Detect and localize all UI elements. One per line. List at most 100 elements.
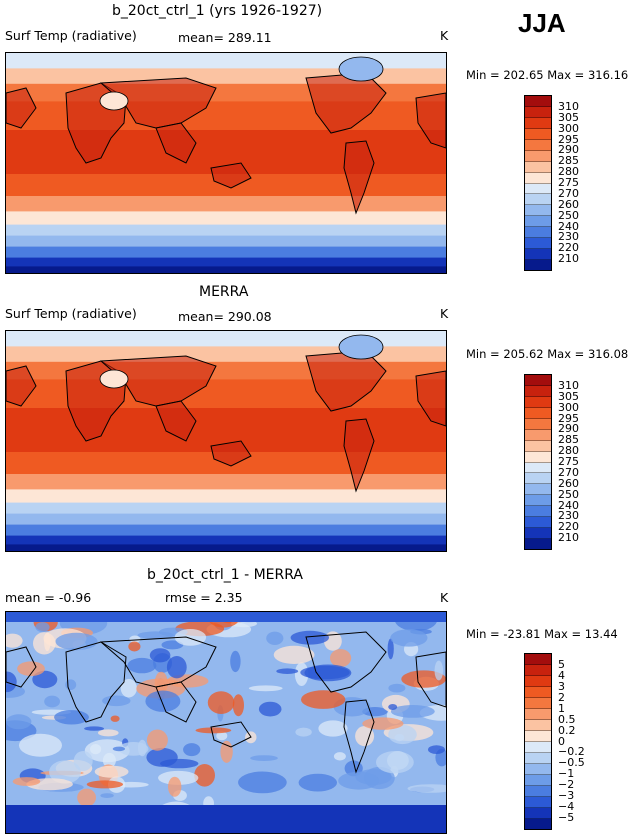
panel-2-title: MERRA (199, 284, 249, 300)
colorbar-tick-label: 210 (558, 252, 579, 266)
colorbar-tick-label: 295 (558, 132, 579, 146)
colorbar-tick-label: −1 (558, 767, 575, 781)
colorbar-swatch (525, 451, 551, 463)
colorbar-swatch (525, 216, 551, 228)
colorbar-tick-label: 5 (558, 657, 565, 671)
colorbar-swatch (525, 698, 551, 709)
colorbar-swatch (525, 753, 551, 764)
colorbar-swatch (525, 150, 551, 162)
colorbar-tick-label: 3 (558, 679, 565, 693)
colorbar-tick-label: 285 (558, 433, 579, 447)
colorbar-swatch (525, 396, 551, 408)
colorbar-swatch (525, 495, 551, 507)
colorbar-swatch (525, 385, 551, 397)
colorbar-tick-label: 240 (558, 219, 579, 233)
colorbar-swatch (525, 375, 551, 386)
panel-1-colorbar-labels: 310 305 300 295 290 285 280 275 270 260 250 240 230 2… (558, 95, 618, 269)
colorbar-tick-label: 280 (558, 165, 579, 179)
panel-2-colorbar (524, 374, 552, 550)
colorbar-swatch (525, 720, 551, 731)
colorbar-swatch (525, 183, 551, 195)
colorbar-tick-label: 305 (558, 389, 579, 403)
colorbar-swatch (525, 194, 551, 206)
colorbar-tick-label: 275 (558, 455, 579, 468)
colorbar-tick-label: 0.5 (558, 712, 576, 726)
colorbar-swatch (525, 808, 551, 819)
colorbar-tick-label: 0.2 (558, 723, 576, 737)
colorbar-swatch (525, 238, 551, 250)
colorbar-swatch (525, 172, 551, 184)
colorbar-tick-label: 300 (558, 121, 579, 135)
colorbar-tick-label: 250 (558, 487, 579, 501)
colorbar-tick-label: 220 (558, 520, 579, 534)
panel-2-colorbar-labels: 310 305 300 295 290 285 280 275 270 260 250 240 230 2… (558, 374, 618, 548)
panel-2-variable-label: Surf Temp (radiative) (5, 306, 137, 321)
colorbar-tick-label: 210 (558, 531, 579, 545)
colorbar-swatch (525, 539, 551, 549)
colorbar-tick-label: 295 (558, 411, 579, 425)
panel-3-mean-label: mean = -0.96 (5, 590, 92, 605)
panel-1-title: b_20ct_ctrl_1 (yrs 1926-1927) (112, 3, 323, 19)
colorbar-tick-label: 285 (558, 154, 579, 168)
colorbar-tick-label: 250 (558, 208, 579, 222)
panel-3-colorbar (524, 653, 552, 830)
colorbar-swatch (525, 764, 551, 775)
colorbar-swatch (525, 528, 551, 540)
colorbar-tick-label: 270 (558, 186, 579, 200)
colorbar-swatch (525, 462, 551, 474)
colorbar-swatch (525, 506, 551, 518)
colorbar-swatch (525, 786, 551, 797)
colorbar-swatch (525, 665, 551, 676)
colorbar-swatch (525, 654, 551, 665)
panel-3-minmax: Min = -23.81 Max = 13.44 (466, 627, 618, 641)
colorbar-tick-label: −3 (558, 789, 575, 803)
colorbar-swatch (525, 407, 551, 419)
colorbar-swatch (525, 106, 551, 118)
colorbar-tick-label: 270 (558, 465, 579, 479)
panel-3-map (5, 611, 447, 834)
colorbar-swatch (525, 709, 551, 720)
colorbar-tick-label: −0.2 (558, 745, 585, 759)
panel-2-minmax: Min = 205.62 Max = 316.08 (466, 347, 629, 361)
colorbar-swatch (525, 440, 551, 452)
colorbar-tick-label: 2 (558, 690, 565, 704)
panel-1-variable-label: Surf Temp (radiative) (5, 28, 137, 43)
colorbar-swatch (525, 517, 551, 529)
colorbar-swatch (525, 161, 551, 173)
colorbar-swatch (525, 227, 551, 239)
panel-3-colorbar-labels: 5 4 3 2 1 0.5 0.2 0 −0.2 −0.5 −1 −2 −3 −4 −5 (558, 653, 618, 828)
panel-1-units-label: K (440, 28, 449, 43)
colorbar-tick-label: 280 (558, 444, 579, 458)
colorbar-swatch (525, 249, 551, 261)
colorbar-tick-label: 290 (558, 143, 579, 157)
colorbar-tick-label: 240 (558, 498, 579, 512)
panel-1-map (5, 52, 447, 274)
colorbar-tick-label: 310 (558, 378, 579, 392)
colorbar-tick-label: 230 (558, 230, 579, 244)
colorbar-swatch (525, 731, 551, 742)
colorbar-swatch (525, 473, 551, 485)
colorbar-swatch (525, 687, 551, 698)
colorbar-tick-label: 0 (558, 734, 565, 748)
colorbar-tick-label: −2 (558, 778, 575, 792)
colorbar-swatch (525, 775, 551, 786)
panel-3-title: b_20ct_ctrl_1 - MERRA (147, 567, 303, 583)
colorbar-tick-label: 275 (558, 176, 579, 189)
colorbar-tick-label: −5 (558, 811, 575, 825)
colorbar-swatch (525, 205, 551, 217)
colorbar-tick-label: 4 (558, 668, 565, 682)
colorbar-swatch (525, 819, 551, 829)
colorbar-tick-label: 1 (558, 701, 565, 715)
colorbar-tick-label: −0.5 (558, 756, 585, 770)
colorbar-tick-label: 310 (558, 99, 579, 113)
colorbar-swatch (525, 742, 551, 753)
panel-1-colorbar (524, 95, 552, 271)
colorbar-swatch (525, 128, 551, 140)
colorbar-tick-label: −4 (558, 800, 575, 814)
panel-3-units-label: K (440, 590, 449, 605)
colorbar-swatch (525, 96, 551, 107)
colorbar-tick-label: 260 (558, 197, 579, 211)
colorbar-tick-label: 230 (558, 509, 579, 523)
colorbar-tick-label: 300 (558, 400, 579, 414)
colorbar-swatch (525, 429, 551, 441)
